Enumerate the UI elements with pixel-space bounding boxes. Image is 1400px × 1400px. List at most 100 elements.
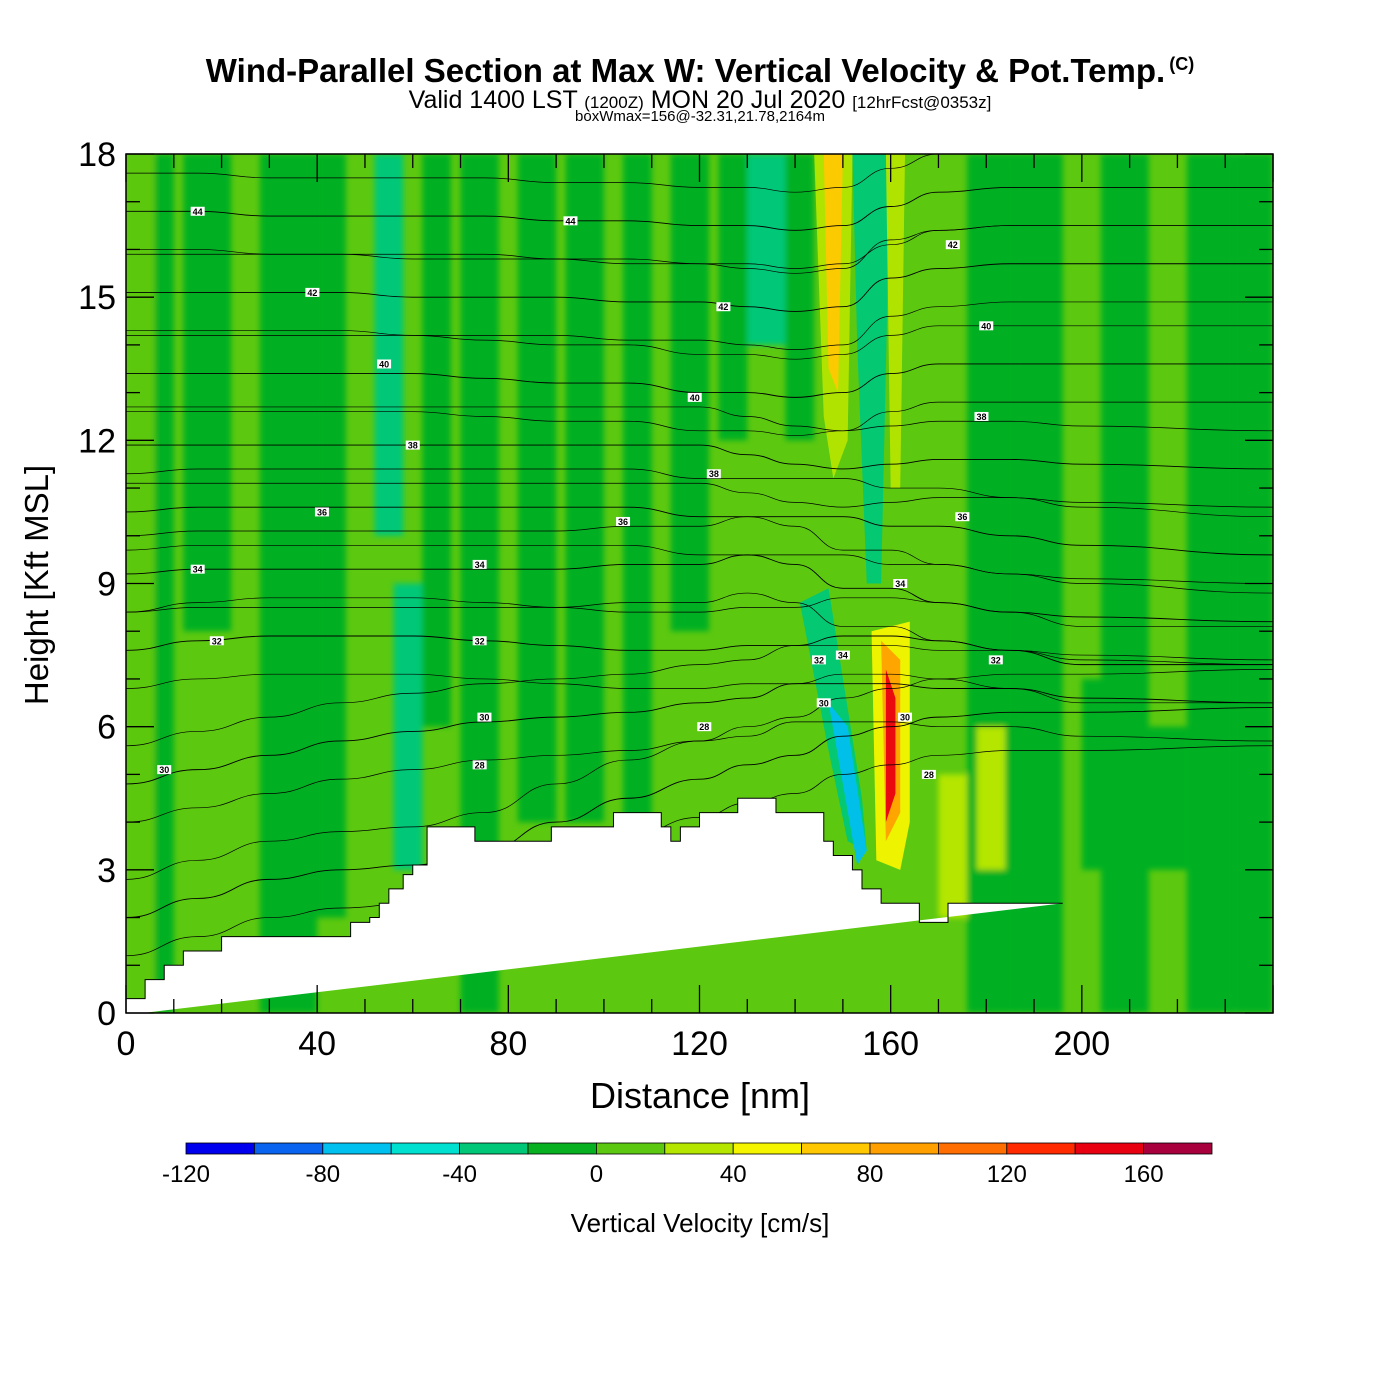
velocity-streak-15 [785, 154, 815, 441]
contour-label-26: 38 [976, 412, 986, 422]
colorbar-tick-label-5: 80 [857, 1161, 884, 1188]
contour-label-bg-27 [955, 512, 970, 522]
contour-label-bg-11 [706, 469, 721, 479]
contour-label-12: 36 [618, 517, 628, 527]
plot-area: 44 42 40 38 36 34 32 30 44 42 40 38 36 34 32 30 28 28 32 34… [126, 154, 1273, 1013]
x-tick-label-200: 200 [1053, 1025, 1110, 1063]
contour-label-bg-28 [988, 655, 1003, 665]
colorbar-tick-label-2: -40 [442, 1161, 477, 1188]
contour-label-bg-10 [687, 392, 702, 402]
colorbar-swatch-6 [596, 1142, 666, 1155]
contour-label-bg-24 [945, 240, 960, 250]
contour-label-2: 40 [379, 359, 389, 369]
contour-label-bg-14 [472, 636, 487, 646]
contour-label-18: 32 [814, 655, 824, 665]
colorbar-tick-label-3: 0 [590, 1161, 603, 1188]
valid-prefix: Valid 1400 LST [408, 86, 578, 114]
theta-contour-40-minor-1 [126, 401, 1273, 436]
colorbar: -120 -80 -40 0 40 80 120 160 [162, 1142, 1213, 1188]
x-tick-label-120: 120 [671, 1025, 728, 1063]
theta-contour-44 [126, 186, 1273, 231]
colorbar-tick-label-1: -80 [305, 1161, 340, 1188]
updraft-core [885, 669, 896, 823]
contour-label-bg-2 [377, 359, 392, 369]
velocity-streak-13 [718, 154, 748, 441]
colorbar-swatch-5 [527, 1142, 597, 1155]
colorbar-swatch-11 [938, 1142, 1008, 1155]
contour-label-bg-19 [835, 650, 850, 660]
contour-label-13: 34 [475, 560, 485, 570]
contour-label-9: 42 [718, 302, 728, 312]
theta-contour-38-minor-0 [126, 406, 1273, 432]
colorbar-tick-label-4: 40 [720, 1161, 747, 1188]
theta-contour-40-minor-0 [126, 325, 1273, 360]
upper-updraft-core [823, 154, 843, 393]
contour-label-bg-18 [811, 655, 826, 665]
contour-label-bg-20 [816, 698, 831, 708]
theta-contour-42-minor-1 [126, 301, 1273, 351]
contour-label-25: 40 [981, 321, 991, 331]
theta-contour-28 [126, 707, 1273, 919]
contour-label-1: 42 [307, 288, 317, 298]
contour-label-11: 38 [709, 469, 719, 479]
velocity-streak-9 [517, 154, 557, 823]
contour-label-27: 36 [957, 512, 967, 522]
theta-contour-36 [126, 506, 1273, 556]
colorbar-label: Vertical Velocity [cm/s] [571, 1208, 830, 1238]
boxwmax-label: boxWmax=156@-32.31,21.78,2164m [575, 108, 825, 125]
copyright-mark: (C) [1169, 54, 1195, 74]
x-tick-label-80: 80 [489, 1025, 527, 1063]
y-tick-label-9: 9 [97, 566, 116, 604]
contour-label-bg-9 [716, 302, 731, 312]
contour-label-21: 34 [895, 579, 905, 589]
contour-label-23: 28 [924, 770, 934, 780]
velocity-streak-5 [374, 154, 404, 536]
contour-label-bg-3 [405, 440, 420, 450]
colorbar-swatch-0 [185, 1142, 255, 1155]
contour-label-bg-17 [697, 722, 712, 732]
y-tick-label-15: 15 [78, 279, 116, 317]
velocity-streak-19 [1186, 154, 1235, 1013]
contour-label-6: 32 [212, 636, 222, 646]
theta-contour-28-minor-1 [126, 745, 1273, 957]
theta-contour-38-minor-1 [126, 482, 1273, 508]
velocity-features [799, 154, 910, 870]
valid-date: MON 20 Jul 2020 [650, 86, 846, 114]
velocity-streak-22 [976, 726, 1006, 870]
colorbar-swatch-8 [732, 1142, 803, 1155]
colorbar-tick-label-7: 160 [1124, 1161, 1164, 1188]
velocity-streak-6 [393, 583, 423, 870]
contour-label-bg-22 [898, 712, 913, 722]
chart-title: Wind-Parallel Section at Max W: Vertical… [0, 52, 1400, 90]
colorbar-swatch-7 [664, 1142, 734, 1155]
colorbar-swatch-9 [801, 1142, 871, 1155]
contour-label-bg-21 [893, 579, 908, 588]
contour-label-20: 30 [819, 698, 829, 708]
contour-label-bg-23 [921, 769, 936, 779]
theta-contour-44-minor-1 [126, 225, 1273, 269]
valid-zulu: (1200Z) [584, 93, 644, 112]
velocity-field [126, 154, 1273, 1013]
contour-label-14: 32 [475, 636, 485, 646]
velocity-streak-2 [183, 154, 232, 632]
theta-contour-32-minor-1 [126, 673, 1273, 704]
theta-contour-30-minor-0 [126, 645, 1273, 747]
upper-updraft-east [885, 154, 906, 489]
theta-contour-34 [126, 554, 1273, 623]
contour-label-bg-16 [472, 760, 487, 770]
colorbar-swatch-2 [322, 1142, 392, 1155]
y-tick-label-12: 12 [78, 422, 116, 460]
contour-label-bg-26 [974, 411, 989, 421]
colorbar-swatch-1 [253, 1142, 324, 1155]
theta-contour-44-minor-0 [126, 154, 953, 193]
theta-contour-30-minor-1 [126, 721, 1273, 823]
title-main: Wind-Parallel Section at Max W: Vertical… [205, 52, 1166, 89]
x-tick-label-0: 0 [117, 1025, 136, 1063]
colorbar-tick-label-0: -120 [162, 1161, 210, 1188]
x-tick-label-160: 160 [862, 1025, 919, 1063]
contour-label-22: 30 [900, 713, 910, 723]
contour-label-bg-13 [472, 559, 487, 569]
contour-label-bg-12 [616, 516, 631, 526]
colorbar-swatch-10 [869, 1142, 939, 1155]
